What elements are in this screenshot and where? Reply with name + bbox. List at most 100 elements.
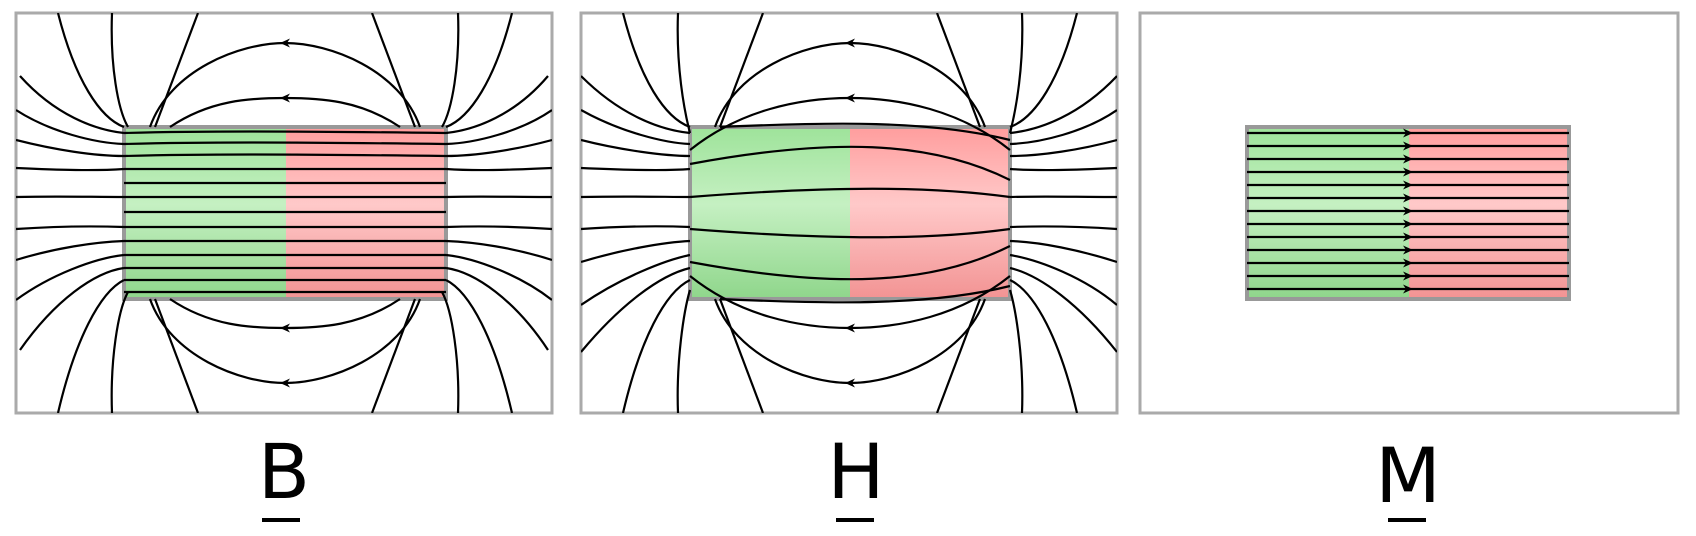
- field-line: [56, 279, 125, 413]
- field-line: [153, 298, 200, 413]
- field-line: [1009, 109, 1117, 146]
- panel-h-magnet: [688, 125, 1012, 301]
- panel-h-label-group: H: [827, 427, 885, 522]
- field-line: [445, 225, 552, 231]
- field-line: [581, 138, 691, 158]
- field-line: [689, 187, 1011, 199]
- field-line: [123, 141, 447, 146]
- field-line: [581, 75, 691, 135]
- magnet-north-half: [690, 127, 850, 299]
- field-line: [123, 210, 447, 214]
- field-line: [123, 239, 447, 243]
- field-line: [370, 298, 417, 413]
- panel-m-label-group: M: [1375, 431, 1441, 522]
- field-line: [445, 166, 552, 172]
- field-line: [153, 13, 200, 128]
- field-line: [718, 298, 765, 413]
- field-line: [935, 13, 982, 128]
- panel-b-label-group: B: [258, 427, 310, 522]
- field-line: [689, 227, 1011, 239]
- field-line: [719, 284, 1011, 304]
- field-line: [581, 166, 691, 172]
- field-line: [148, 38, 422, 128]
- field-line: [1009, 166, 1117, 172]
- field-line: [445, 253, 552, 301]
- field-line: [719, 122, 1011, 142]
- field-line: [56, 13, 125, 129]
- field-line: [123, 253, 447, 257]
- field-line: [689, 93, 1011, 151]
- field-line: [581, 253, 691, 306]
- field-line: [110, 13, 129, 128]
- field-line: [581, 225, 691, 231]
- panel-b-label: B: [258, 427, 310, 516]
- field-line: [1009, 266, 1117, 353]
- field-line: [713, 298, 987, 388]
- field-line: [148, 298, 422, 388]
- field-line: [1009, 138, 1117, 158]
- field-line: [689, 145, 1011, 181]
- field-line: [689, 245, 1011, 281]
- field-line: [123, 290, 447, 294]
- field-line: [16, 166, 125, 172]
- field-line: [169, 298, 401, 333]
- field-line: [123, 266, 447, 270]
- field-line: [19, 75, 125, 135]
- field-line: [16, 225, 125, 231]
- field-line: [713, 38, 987, 128]
- field-line: [445, 239, 552, 262]
- field-line: [123, 181, 447, 185]
- field-line: [123, 225, 447, 229]
- field-line: [441, 291, 460, 413]
- panel-b: [14, 11, 554, 415]
- magnet-south-half: [1409, 127, 1569, 299]
- field-line: [445, 279, 514, 413]
- field-line: [123, 130, 447, 135]
- panel-m-label: M: [1375, 431, 1441, 520]
- field-line: [16, 109, 125, 146]
- field-line: [445, 13, 514, 129]
- field-line: [16, 253, 125, 301]
- field-line: [16, 239, 125, 262]
- field-line: [1009, 13, 1079, 129]
- field-line: [1009, 239, 1117, 264]
- field-line: [1009, 75, 1117, 135]
- field-line: [689, 275, 1011, 333]
- field-line: [110, 291, 129, 413]
- panel-m-magnet: [1245, 125, 1571, 301]
- field-line: [621, 279, 691, 413]
- field-line: [169, 93, 401, 128]
- field-line: [445, 109, 552, 146]
- panel-h: [579, 11, 1119, 415]
- panel-m: [1138, 11, 1680, 415]
- field-line: [123, 195, 447, 199]
- field-line: [1008, 13, 1024, 134]
- panel-h-label: H: [827, 427, 884, 516]
- field-line: [621, 13, 691, 129]
- field-line: [676, 289, 692, 413]
- field-line: [1009, 279, 1079, 413]
- field-line: [581, 109, 691, 146]
- field-line: [123, 167, 447, 171]
- panel-h-field-lines: [581, 13, 1117, 413]
- field-line: [581, 239, 691, 264]
- magnet-outline: [688, 125, 1012, 301]
- panel-m-field-lines: [1247, 128, 1569, 294]
- field-line: [445, 138, 552, 158]
- field-line: [445, 75, 549, 135]
- field-line: [19, 266, 125, 351]
- magnet-south-half: [850, 127, 1010, 299]
- panel-b-field-lines: [16, 13, 552, 413]
- field-line: [581, 266, 691, 353]
- field-line: [676, 13, 692, 134]
- magnet-north-half: [1247, 127, 1409, 299]
- field-line: [16, 138, 125, 158]
- field-line: [1009, 253, 1117, 306]
- field-line: [370, 13, 417, 128]
- magnet-outline: [1245, 125, 1571, 301]
- field-line: [445, 266, 549, 351]
- field-line: [123, 153, 447, 158]
- field-line: [718, 13, 765, 128]
- field-line: [1009, 225, 1117, 231]
